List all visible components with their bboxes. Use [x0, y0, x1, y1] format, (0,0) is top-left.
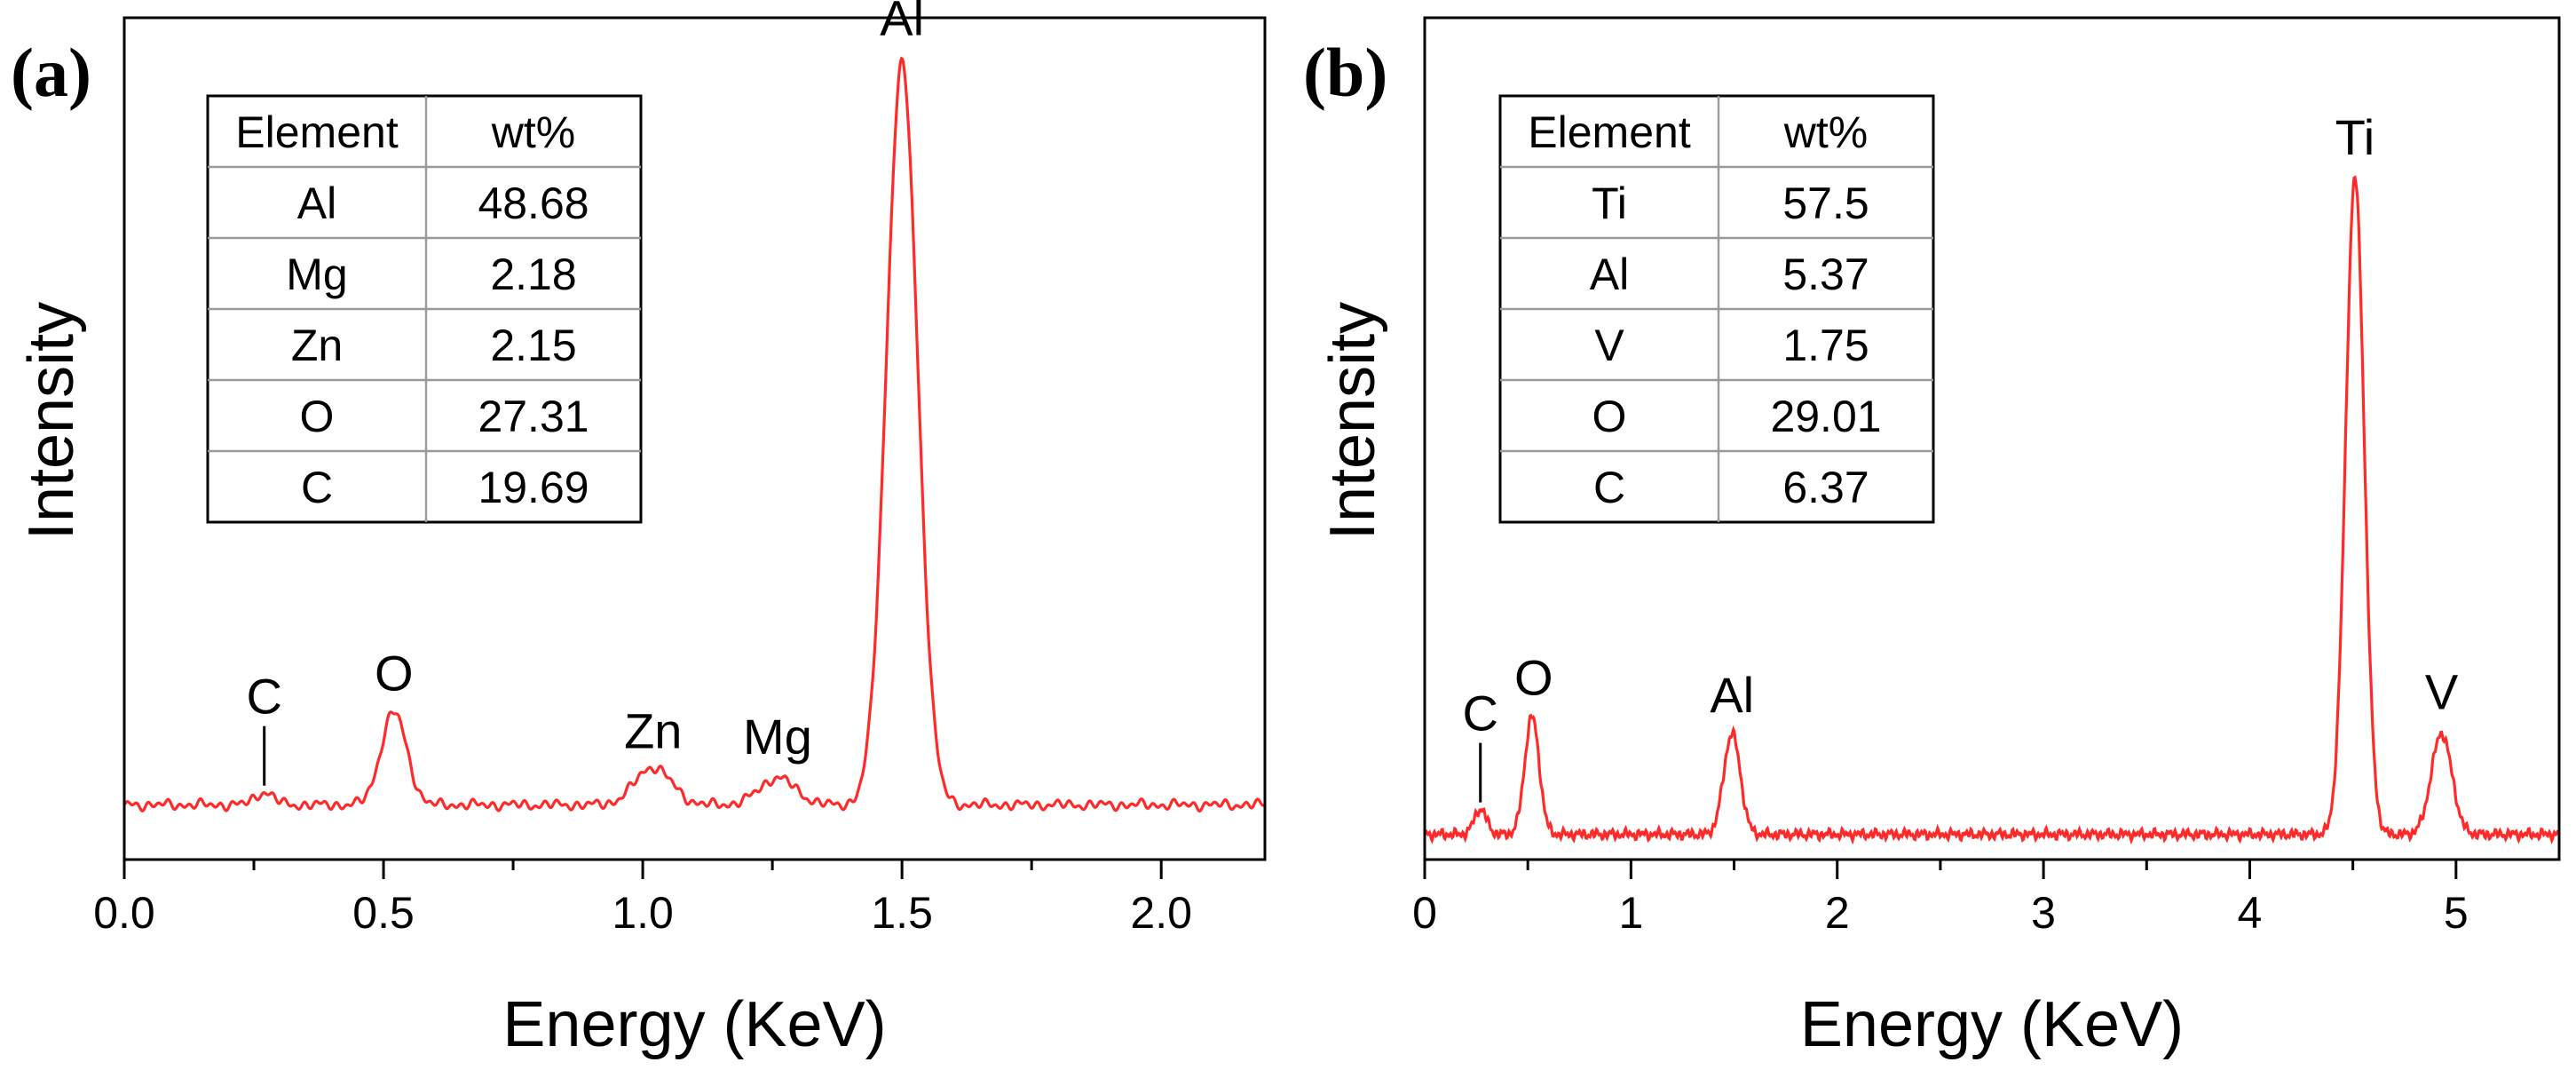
table-cell-wt: 5.37	[1782, 250, 1869, 299]
x-tick-label: 1.5	[871, 888, 933, 938]
peak-label: Al	[880, 0, 924, 46]
peak-label: Mg	[743, 709, 812, 765]
x-tick-label: 5	[2444, 888, 2469, 938]
table-cell-wt: 29.01	[1770, 392, 1881, 441]
table-cell-element: Ti	[1592, 178, 1627, 228]
table-cell-element: C	[301, 463, 333, 512]
plot-frame	[122, 16, 1267, 861]
peak-label: O	[1514, 649, 1553, 705]
spectrum-line	[1423, 175, 2561, 845]
x-tick-label: 4	[2238, 888, 2263, 938]
x-axis-title: Energy (KeV)	[502, 989, 886, 1060]
table-cell-element: O	[300, 392, 335, 441]
table-cell-wt: 57.5	[1782, 178, 1869, 228]
table-cell-element: Mg	[286, 250, 347, 299]
table-header-element: Element	[1528, 107, 1691, 157]
y-axis-title: Intensity	[1317, 302, 1388, 540]
peak-label: O	[375, 646, 414, 701]
table-cell-element: Al	[297, 178, 336, 228]
table-cell-wt: 19.69	[478, 463, 589, 512]
x-tick-label: 0.5	[352, 888, 415, 938]
x-axis-title: Energy (KeV)	[1800, 989, 2184, 1060]
table-cell-wt: 2.15	[490, 321, 576, 370]
table-cell-element: O	[1592, 392, 1627, 441]
table-cell-wt: 6.37	[1782, 463, 1869, 512]
x-tick-label: 2	[1825, 888, 1850, 938]
table-cell-wt: 1.75	[1782, 321, 1869, 370]
peak-label: C	[246, 669, 281, 725]
spectrum-line	[122, 56, 1266, 813]
x-tick-label: 0	[1412, 888, 1437, 938]
table-cell-element: V	[1594, 321, 1624, 370]
panel-label: (b)	[1303, 34, 1387, 111]
x-tick-label: 3	[2031, 888, 2056, 938]
table-cell-wt: 27.31	[478, 392, 589, 441]
table-cell-wt: 2.18	[490, 250, 576, 299]
plot-frame	[1423, 16, 2561, 861]
peak-label: Al	[1710, 667, 1754, 723]
x-tick-label: 1	[1618, 888, 1643, 938]
peak-label: C	[1463, 686, 1498, 741]
panel-label: (a)	[11, 34, 91, 111]
y-axis-title: Intensity	[16, 302, 87, 540]
table-cell-wt: 48.68	[478, 178, 589, 228]
table-cell-element: Zn	[291, 321, 343, 370]
table-header-wt: wt%	[1783, 107, 1868, 157]
x-tick-label: 1.0	[612, 888, 674, 938]
peak-label: Ti	[2335, 109, 2375, 165]
table-cell-element: C	[1593, 463, 1625, 512]
table-cell-element: Al	[1590, 250, 1629, 299]
peak-label: Zn	[624, 703, 682, 759]
panel-a: (a) 0.0 0.5 1.0 1.5 2.0 Energy (KeV) Intensity C…	[11, 0, 1267, 1060]
x-tick-label: 2.0	[1130, 888, 1192, 938]
table-header-wt: wt%	[491, 107, 575, 157]
table-header-element: Element	[235, 107, 399, 157]
x-tick-label: 0.0	[93, 888, 155, 938]
peak-label: V	[2425, 663, 2459, 719]
